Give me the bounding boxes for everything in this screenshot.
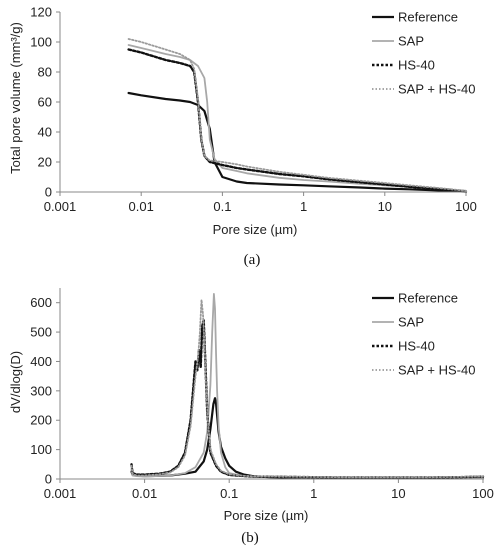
panel-b-chart: 0 100 200 300 400 500 600 0.001 0.01 0.1 1 10 100 Po… [8, 288, 494, 546]
panel-a-legend: Reference SAP HS-40 SAP + HS-40 [372, 10, 475, 97]
panel-b-series-reference [130, 397, 485, 480]
panel-a-series-reference [127, 91, 468, 194]
panel-b-legend: Reference SAP HS-40 SAP + HS-40 [372, 291, 475, 378]
panel-a-x-tick-label: 1 [300, 199, 307, 214]
panel-b-legend-label-hs-40: HS-40 [398, 339, 435, 354]
panel-a-y-tick-label: 60 [38, 95, 52, 110]
panel-b-x-tick-label: 100 [472, 486, 494, 501]
panel-a-x-tick-label: 0.001 [44, 199, 77, 214]
panel-b-legend-label-sap-hs-40: SAP + HS-40 [398, 363, 475, 378]
panel-b-y-tick-label: 0 [45, 472, 52, 487]
panel-a-legend-label-sap: SAP [398, 34, 424, 49]
panel-b-y-tick-label: 300 [30, 383, 52, 398]
panel-a-x-tick-label: 0.01 [129, 199, 154, 214]
panel-a-legend-label-hs-40: HS-40 [398, 58, 435, 73]
panel-b-x-tick-label: 0.01 [132, 486, 157, 501]
panel-a-series-sap-hs-40 [127, 38, 467, 193]
panel-b-x-tick-label: 10 [391, 486, 405, 501]
panel-b-series-layer [130, 292, 485, 480]
panel-b-y-axis-label: dV/dlog(D) [8, 351, 23, 413]
panel-a-x-tick-label: 10 [378, 199, 392, 214]
panel-a-ticks: 0 20 40 60 80 100 120 0.001 0.01 0.1 1 10 100 [30, 5, 477, 215]
panel-a-series-hs-40 [127, 48, 468, 194]
panel-a-legend-label-sap-hs-40: SAP + HS-40 [398, 82, 475, 97]
panel-a-y-tick-label: 100 [30, 35, 52, 50]
panel-a-caption: (a) [244, 252, 261, 268]
panel-b-legend-label-reference: Reference [398, 291, 458, 306]
panel-b-y-tick-label: 600 [30, 295, 52, 310]
panel-a-y-tick-label: 0 [45, 185, 52, 200]
panel-b-x-tick-label: 0.1 [220, 486, 238, 501]
panel-a-y-tick-label: 80 [38, 65, 52, 80]
panel-b-x-tick-label: 1 [310, 486, 317, 501]
panel-b-axes [59, 288, 483, 480]
panel-a-x-tick-label: 0.1 [213, 199, 231, 214]
panel-b-legend-label-sap: SAP [398, 315, 424, 330]
panel-a-chart: 0 20 40 60 80 100 120 0.001 0.01 0.1 1 10 100 Pore s… [8, 5, 477, 269]
panel-a-y-tick-label: 20 [38, 155, 52, 170]
panel-b-y-tick-label: 200 [30, 413, 52, 428]
panel-a-legend-label-reference: Reference [398, 10, 458, 25]
panel-b-caption: (b) [241, 530, 259, 546]
panel-a-x-tick-label: 100 [455, 199, 477, 214]
panel-a-y-axis-label: Total pore volume (mm³/g) [8, 22, 23, 174]
panel-a-series-layer [127, 38, 468, 194]
panel-b-y-tick-label: 400 [30, 354, 52, 369]
panel-b-y-tick-label: 500 [30, 325, 52, 340]
panel-a-x-axis-label: Pore size (µm) [213, 222, 298, 237]
panel-b-y-tick-label: 100 [30, 442, 52, 457]
panel-b-series-sap-hs-40 [130, 298, 484, 479]
panel-b-x-axis-label: Pore size (µm) [224, 508, 309, 523]
panel-a-y-tick-label: 120 [30, 5, 52, 20]
panel-b-x-tick-label: 0.001 [44, 486, 77, 501]
panel-a-y-tick-label: 40 [38, 125, 52, 140]
panel-b-ticks: 0 100 200 300 400 500 600 0.001 0.01 0.1 1 10 100 [30, 295, 494, 501]
